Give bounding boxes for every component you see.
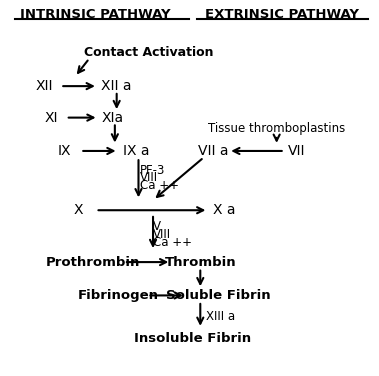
Text: EXTRINSIC PATHWAY: EXTRINSIC PATHWAY [205,8,359,21]
Text: Tissue thromboplastins: Tissue thromboplastins [208,122,345,135]
Text: X: X [74,203,83,217]
Text: INTRINSIC PATHWAY: INTRINSIC PATHWAY [20,8,170,21]
Text: XIa: XIa [102,111,124,124]
Text: XII: XII [35,79,53,93]
Text: Contact Activation: Contact Activation [84,46,213,59]
Text: VIII: VIII [139,171,158,185]
Text: XII a: XII a [102,79,132,93]
Text: X a: X a [213,203,235,217]
Text: VII a: VII a [198,144,228,158]
Text: VII: VII [288,144,305,158]
Text: Soluble Fibrin: Soluble Fibrin [166,289,271,302]
Text: VIII: VIII [153,228,171,241]
Text: IX: IX [57,144,71,158]
Text: Prothrombin: Prothrombin [46,256,140,268]
Text: Thrombin: Thrombin [164,256,236,268]
Text: Fibrinogen: Fibrinogen [78,289,159,302]
Text: PF-3: PF-3 [139,164,165,177]
Text: Insoluble Fibrin: Insoluble Fibrin [135,332,252,344]
Text: Ca ++: Ca ++ [139,179,179,192]
Text: XIII a: XIII a [206,310,235,323]
Text: XI: XI [44,111,58,124]
Text: V: V [153,220,161,233]
Text: IX a: IX a [124,144,150,158]
Text: Ca ++: Ca ++ [153,236,192,249]
